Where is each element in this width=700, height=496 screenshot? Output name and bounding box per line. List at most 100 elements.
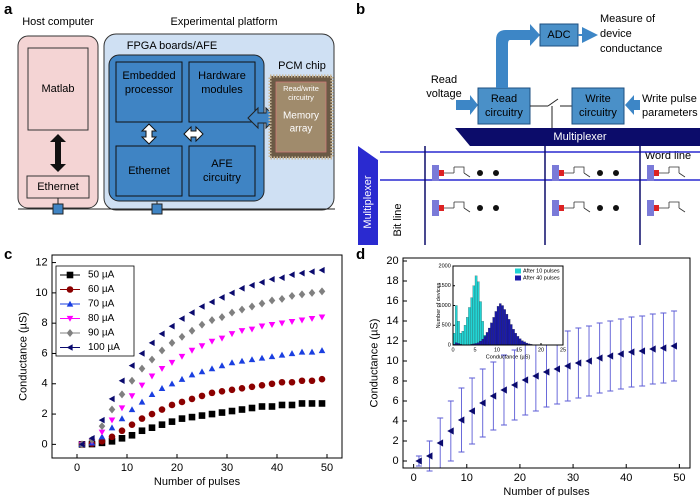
legend-label: 70 µA <box>88 299 115 310</box>
point <box>108 417 116 424</box>
point <box>218 294 225 301</box>
arrow <box>496 24 540 88</box>
label: Ethernet <box>37 181 79 193</box>
bar <box>499 303 502 346</box>
point <box>298 290 306 299</box>
legend-marker <box>66 344 73 351</box>
point <box>78 441 85 448</box>
label: PCM chip <box>278 60 326 72</box>
point <box>258 403 266 410</box>
point <box>258 354 266 361</box>
point <box>288 291 296 300</box>
point <box>288 271 295 278</box>
y-tick-label: 6 <box>41 347 47 359</box>
bar <box>468 307 471 346</box>
point <box>188 371 196 378</box>
point <box>228 289 235 297</box>
x-tick-label: 0 <box>411 472 417 484</box>
label: Multiplexer <box>362 175 374 229</box>
matlab-box <box>27 47 89 131</box>
point <box>248 383 256 391</box>
label: Memory <box>283 111 319 122</box>
label: Embedded <box>122 70 175 82</box>
point <box>178 375 186 382</box>
point <box>198 368 206 375</box>
label: circuitry <box>288 93 314 102</box>
cell-wire <box>659 166 686 178</box>
point <box>564 362 571 370</box>
point <box>138 364 146 373</box>
y-tick-label: 12 <box>35 256 47 268</box>
point <box>108 424 116 431</box>
label: circuitry <box>579 107 617 119</box>
y-tick-label: 1500 <box>439 283 451 289</box>
label: circuitry <box>485 107 523 119</box>
label: FPGA boards/AFE <box>127 40 217 52</box>
point <box>436 439 444 447</box>
point <box>553 365 561 373</box>
x-tick-label: 25 <box>560 347 566 353</box>
label: circuitry <box>203 172 241 184</box>
y-tick-label: 14 <box>386 315 398 327</box>
point <box>238 328 246 335</box>
point <box>318 347 326 354</box>
y-tick-label: 10 <box>386 355 398 367</box>
point <box>659 344 667 352</box>
bar <box>479 301 482 346</box>
label: AFE <box>211 158 232 170</box>
y-tick-label: 2 <box>41 408 47 420</box>
point <box>268 296 276 305</box>
point <box>228 308 236 317</box>
point <box>158 330 165 338</box>
y-axis-title: Number of devices <box>436 282 442 328</box>
point <box>248 326 256 333</box>
point <box>298 400 306 407</box>
point <box>489 392 497 400</box>
x-tick-label: 10 <box>461 472 473 484</box>
point <box>511 381 518 389</box>
bar <box>514 333 517 346</box>
point <box>178 398 186 406</box>
point <box>128 406 136 413</box>
legend-marker <box>66 271 74 279</box>
legend-marker <box>66 286 74 293</box>
point <box>238 305 246 314</box>
bar <box>485 332 489 346</box>
block <box>571 87 625 125</box>
point <box>318 314 326 321</box>
label: array <box>290 124 313 135</box>
legend-swatch <box>515 275 521 281</box>
y-tick-label: 8 <box>41 317 47 329</box>
block <box>477 87 531 125</box>
bar <box>507 319 511 346</box>
y-tick-label: 0 <box>41 438 47 450</box>
bar <box>470 297 473 346</box>
chip-die <box>275 81 327 153</box>
bar <box>510 324 513 346</box>
point <box>158 365 166 372</box>
point <box>128 393 136 400</box>
panel-label: d <box>356 246 365 263</box>
point <box>128 431 136 439</box>
bar <box>518 338 522 346</box>
point <box>218 313 226 322</box>
panel-label: a <box>4 1 13 18</box>
point <box>228 331 236 338</box>
legend-label: 80 µA <box>88 313 115 324</box>
point <box>228 359 236 366</box>
point <box>208 410 216 418</box>
point <box>188 326 196 335</box>
point <box>248 281 255 289</box>
point <box>298 377 306 385</box>
plot-frame <box>402 257 691 469</box>
point <box>198 320 206 329</box>
panel-a: Host computer Experimental platform Matl… <box>17 16 335 215</box>
x-tick-label: 30 <box>567 472 579 484</box>
switch <box>547 98 559 107</box>
point <box>148 339 155 347</box>
y-tick-label: 1000 <box>439 303 451 309</box>
point <box>238 357 246 364</box>
legend-marker <box>66 315 74 322</box>
plot-frame <box>452 265 564 346</box>
point <box>138 415 146 422</box>
